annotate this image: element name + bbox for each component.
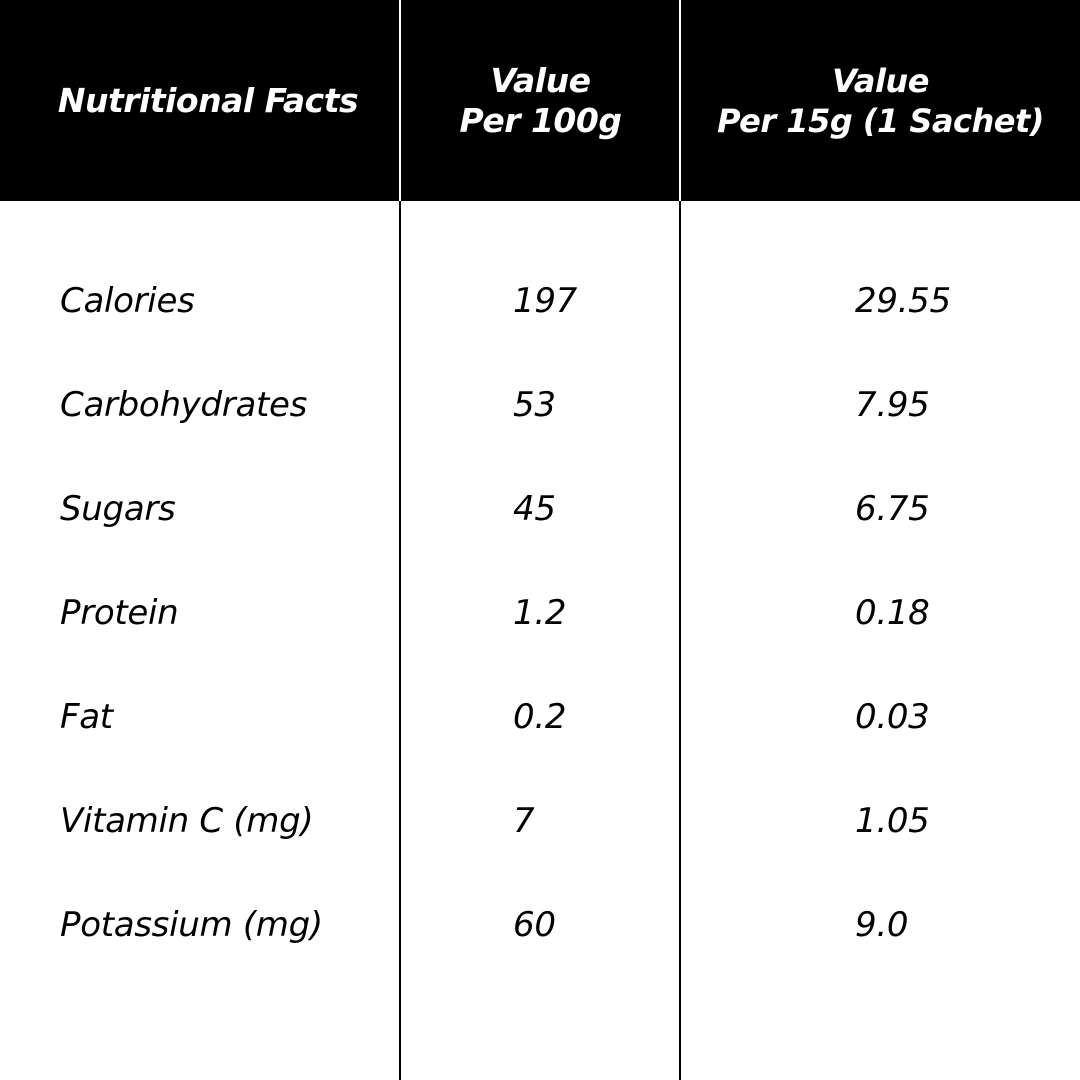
header-divider-2 (679, 0, 681, 201)
value-per-sachet: 1.05 (855, 801, 930, 841)
table-row: Calories 197 29.55 (0, 271, 1080, 331)
header-divider-1 (399, 0, 401, 201)
table-row: Vitamin C (mg) 7 1.05 (0, 791, 1080, 851)
header-col3-line2: Per 15g (1 Sachet) (717, 101, 1044, 140)
value-per-sachet: 9.0 (855, 905, 909, 945)
header-value-per-sachet: Value Per 15g (1 Sachet) (681, 0, 1080, 201)
nutrient-name: Sugars (60, 489, 176, 529)
column-divider-1 (399, 0, 401, 1080)
value-per-100g: 60 (513, 905, 556, 945)
header-col1-text: Nutritional Facts (57, 80, 359, 120)
table-row: Potassium (mg) 60 9.0 (0, 895, 1080, 955)
nutrient-name: Calories (60, 281, 195, 321)
value-per-100g: 0.2 (513, 697, 567, 737)
value-per-100g: 7 (513, 801, 535, 841)
table-header: Nutritional Facts Value Per 100g Value P… (0, 0, 1080, 201)
value-per-sachet: 6.75 (855, 489, 930, 529)
value-per-100g: 197 (513, 281, 577, 321)
nutrient-name: Vitamin C (mg) (60, 801, 314, 841)
table-row: Fat 0.2 0.03 (0, 687, 1080, 747)
table-row: Protein 1.2 0.18 (0, 583, 1080, 643)
value-per-sachet: 29.55 (855, 281, 951, 321)
header-nutritional-facts: Nutritional Facts (0, 0, 400, 201)
column-divider-2 (679, 0, 681, 1080)
value-per-100g: 53 (513, 385, 556, 425)
value-per-100g: 45 (513, 489, 556, 529)
header-col2-line2: Per 100g (459, 100, 622, 140)
nutrient-name: Protein (60, 593, 179, 633)
header-col2-line1: Value (490, 60, 591, 100)
value-per-sachet: 7.95 (855, 385, 930, 425)
header-value-per-100g: Value Per 100g (402, 0, 679, 201)
nutrient-name: Fat (60, 697, 113, 737)
table-row: Sugars 45 6.75 (0, 479, 1080, 539)
nutrient-name: Carbohydrates (60, 385, 308, 425)
nutrient-name: Potassium (mg) (60, 905, 323, 945)
table-row: Carbohydrates 53 7.95 (0, 375, 1080, 435)
value-per-100g: 1.2 (513, 593, 567, 633)
value-per-sachet: 0.03 (855, 697, 930, 737)
header-col3-line1: Value (832, 61, 929, 100)
value-per-sachet: 0.18 (855, 593, 930, 633)
